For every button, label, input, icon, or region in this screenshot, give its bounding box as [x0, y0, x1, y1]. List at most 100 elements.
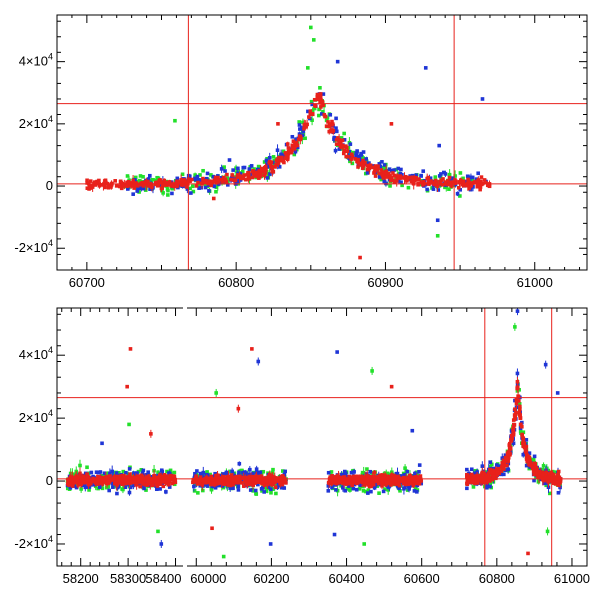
data-point — [332, 532, 337, 537]
data-point — [417, 470, 421, 474]
data-point — [274, 162, 278, 167]
data-point — [349, 157, 353, 161]
x-tick-label: 60900 — [367, 275, 403, 290]
data-point — [192, 489, 197, 493]
data-point — [290, 134, 295, 139]
data-point — [89, 470, 94, 475]
data-point — [244, 481, 249, 485]
data-point — [86, 482, 91, 487]
data-point — [392, 180, 397, 184]
data-point — [189, 177, 194, 182]
data-point — [103, 480, 107, 484]
data-point — [235, 169, 239, 173]
data-point — [264, 476, 269, 480]
data-point — [511, 441, 516, 446]
data-point — [392, 168, 396, 172]
data-point — [238, 171, 243, 176]
data-point — [416, 182, 420, 187]
data-point — [158, 487, 162, 491]
data-point — [293, 149, 298, 154]
data-point — [246, 171, 250, 175]
data-point — [118, 179, 123, 184]
data-point — [191, 480, 195, 485]
data-point — [380, 479, 384, 484]
data-point — [384, 171, 388, 175]
data-point — [266, 485, 271, 489]
data-point — [538, 471, 542, 476]
data-point — [114, 471, 119, 475]
data-point — [139, 468, 144, 472]
data-point — [350, 161, 355, 166]
data-point — [74, 476, 79, 480]
data-point — [306, 66, 310, 70]
data-point — [109, 185, 113, 189]
data-point — [413, 471, 417, 476]
data-point — [297, 132, 302, 136]
data-point — [165, 480, 170, 485]
data-point — [398, 489, 402, 493]
data-point — [330, 474, 334, 478]
data-point — [89, 184, 93, 188]
data-point — [344, 154, 348, 159]
data-point — [211, 179, 216, 184]
data-point — [149, 479, 154, 483]
data-point — [185, 180, 190, 184]
data-point — [531, 457, 536, 462]
data-point — [133, 183, 137, 188]
data-point — [253, 481, 257, 485]
data-point — [111, 485, 115, 489]
data-point — [214, 476, 219, 481]
data-point — [166, 188, 170, 193]
data-point — [489, 462, 494, 467]
data-point — [375, 167, 380, 172]
data-point — [172, 470, 177, 475]
data-point — [271, 487, 275, 491]
data-point — [218, 473, 223, 478]
data-point — [437, 143, 441, 148]
data-point — [67, 483, 71, 487]
data-point — [265, 162, 269, 166]
data-point — [71, 476, 76, 481]
data-point — [180, 172, 185, 177]
data-point — [389, 384, 394, 389]
data-point — [423, 66, 428, 70]
data-point — [365, 467, 369, 471]
data-point — [147, 184, 151, 188]
data-point — [228, 469, 232, 474]
data-point — [251, 482, 255, 487]
data-point — [449, 178, 453, 182]
data-point — [517, 402, 522, 406]
data-point — [387, 171, 391, 176]
data-point — [342, 131, 346, 136]
data-point — [341, 151, 346, 156]
data-point — [236, 173, 240, 177]
data-point — [413, 485, 418, 490]
data-point — [209, 183, 213, 188]
data-point — [233, 178, 238, 183]
data-point — [221, 554, 226, 559]
data-point — [280, 475, 284, 480]
data-point — [494, 463, 499, 467]
data-point — [334, 129, 339, 134]
data-point — [151, 177, 155, 182]
data-point — [338, 479, 343, 483]
data-point — [316, 97, 320, 102]
data-point — [349, 152, 354, 157]
data-point — [248, 488, 253, 492]
data-point — [388, 175, 393, 179]
data-point — [356, 165, 360, 169]
data-point — [491, 474, 496, 479]
data-point — [507, 441, 512, 446]
data-point — [280, 155, 284, 160]
data-point — [214, 189, 218, 194]
data-point — [237, 470, 241, 475]
data-point — [263, 485, 267, 490]
data-point — [471, 185, 475, 189]
data-point — [337, 138, 342, 143]
data-point — [164, 490, 168, 494]
data-point — [203, 185, 208, 190]
data-point — [384, 181, 388, 186]
data-point — [308, 109, 313, 113]
data-point — [356, 157, 360, 162]
data-point — [386, 488, 390, 492]
